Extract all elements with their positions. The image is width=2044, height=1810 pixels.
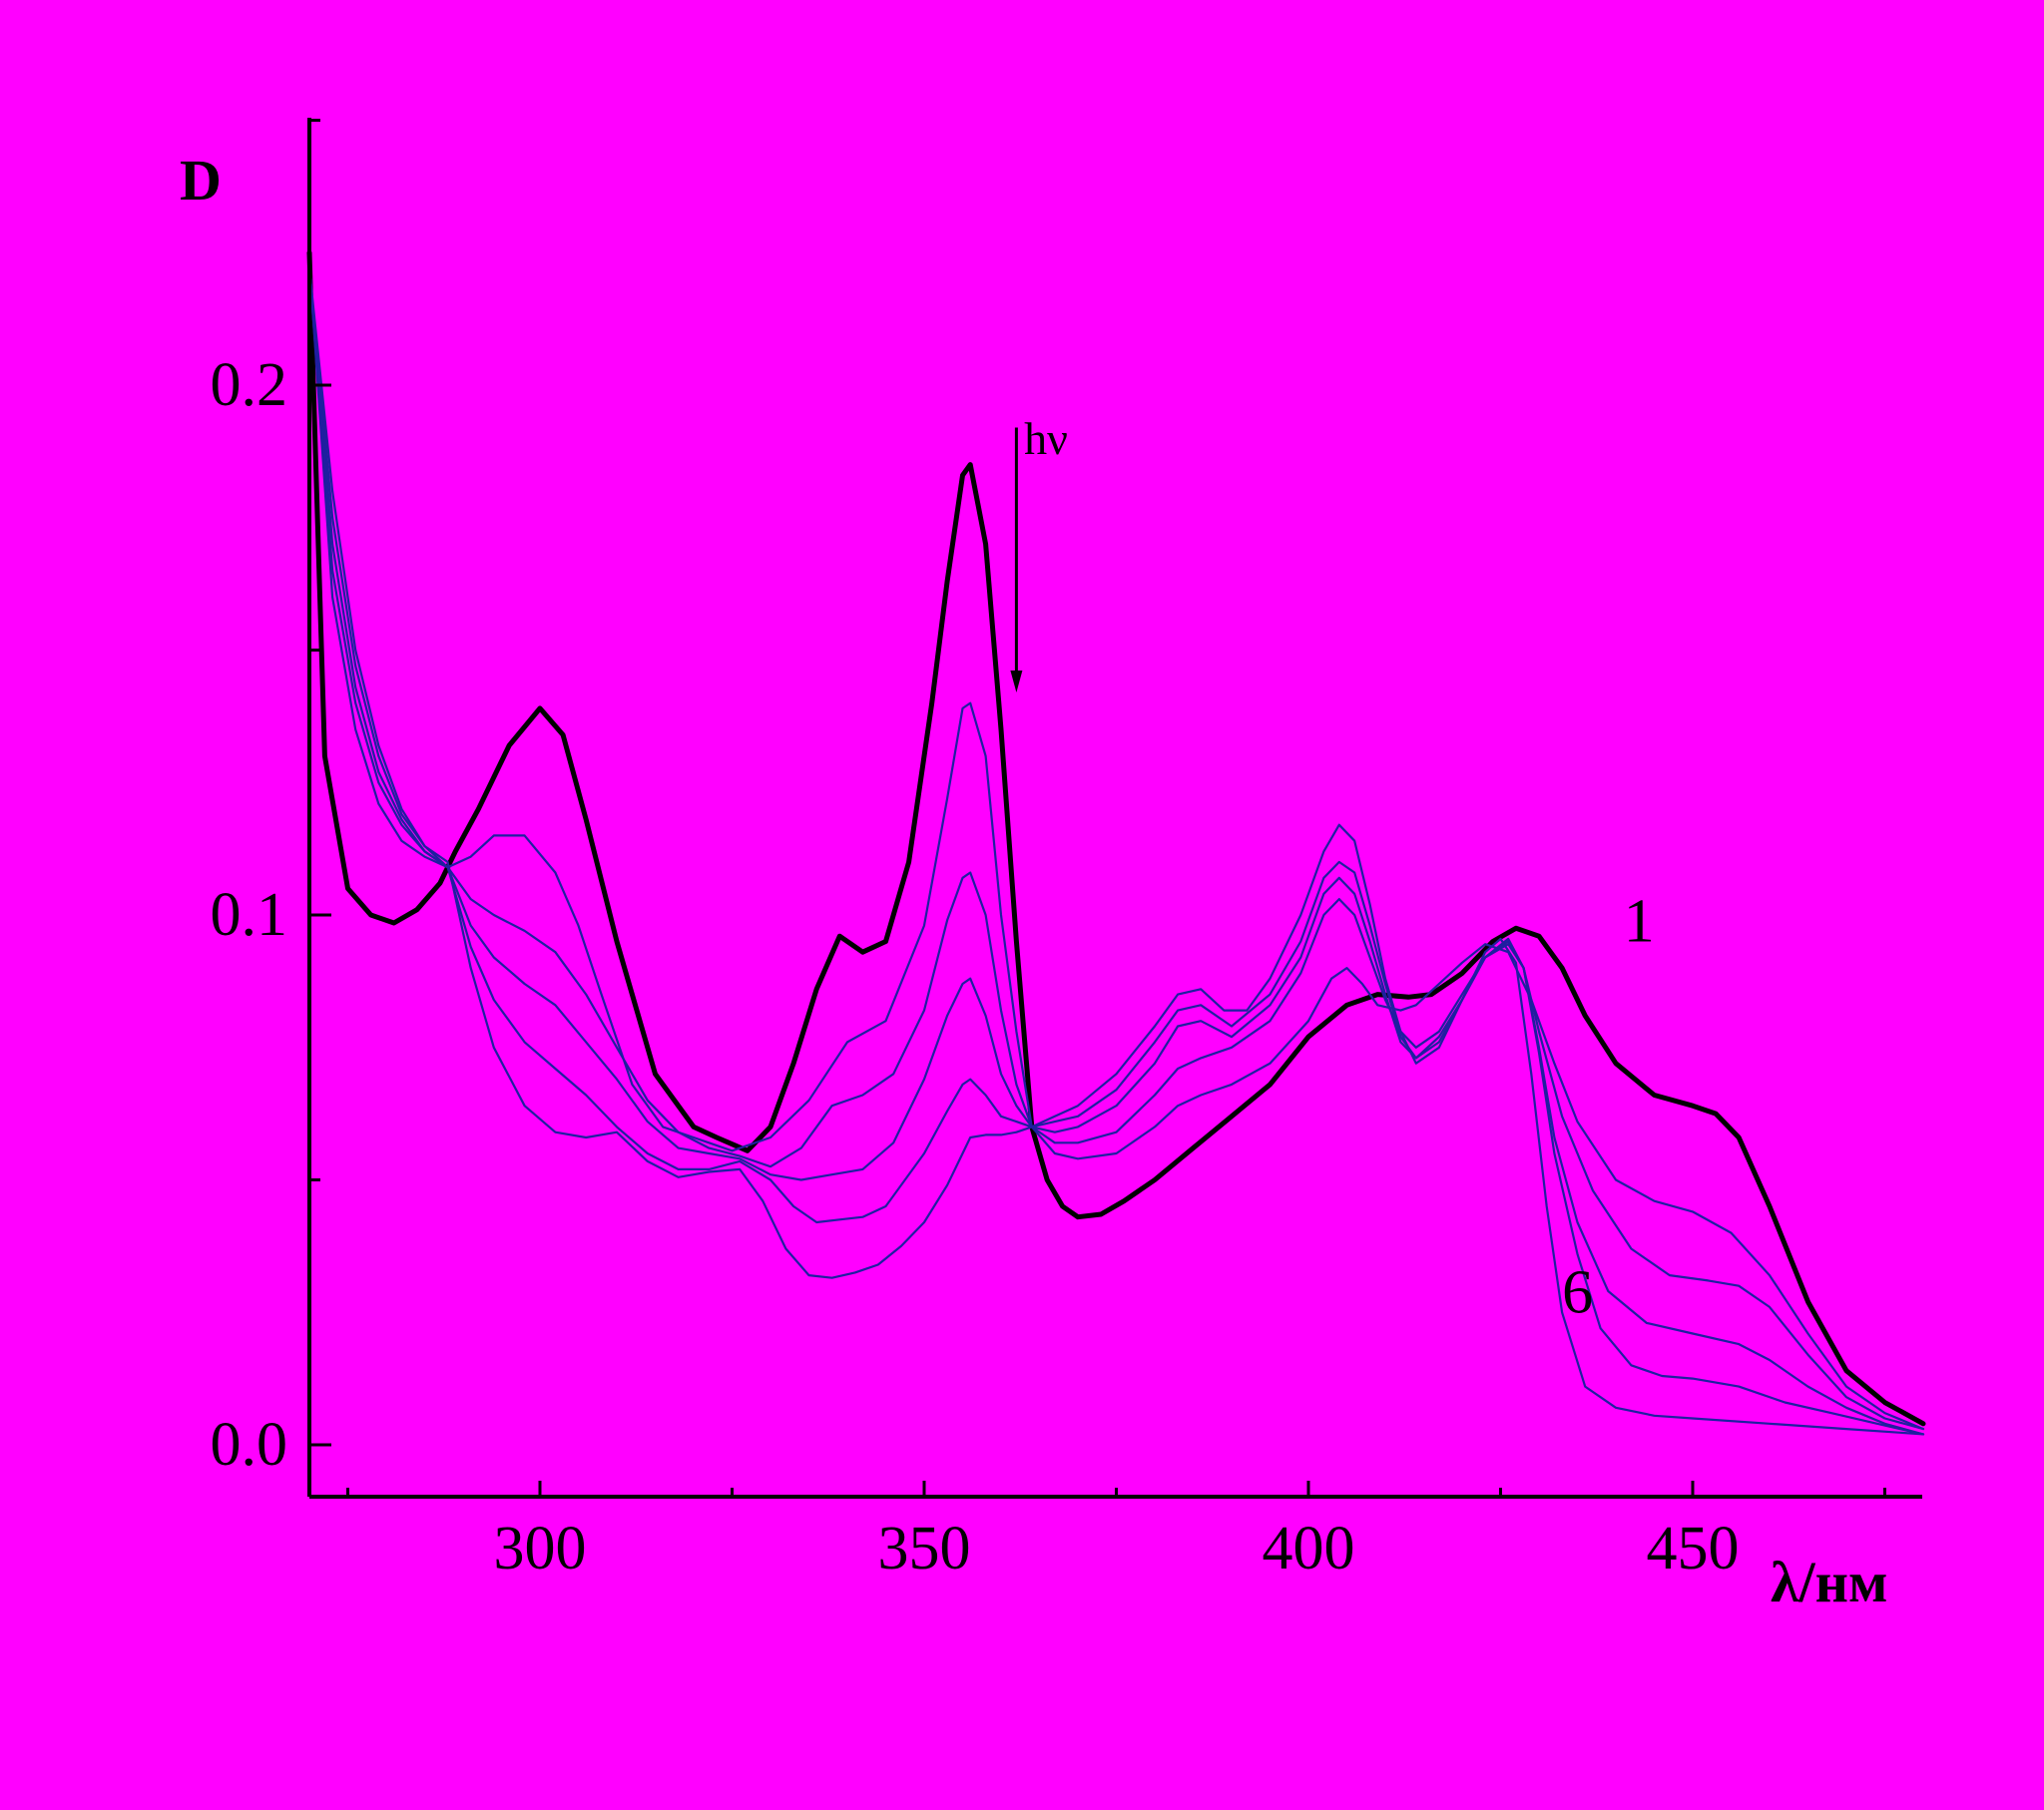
annotations-layer: hν 1 6 — [1024, 413, 1655, 1326]
series-4-line — [307, 267, 1925, 1436]
x-tick-label: 300 — [494, 1515, 587, 1583]
x-tick-label: 350 — [878, 1515, 971, 1583]
y-tick-label: 0.2 — [211, 351, 288, 419]
series-6-line — [307, 267, 1925, 1436]
annotation-hv: hν — [1024, 413, 1068, 464]
curve-number-6: 6 — [1562, 1258, 1593, 1326]
series-3-line — [307, 267, 1925, 1431]
y-tick-label: 0.1 — [211, 881, 288, 949]
y-tick-label: 0.0 — [211, 1411, 288, 1479]
series-1-line — [306, 249, 1926, 1427]
x-tick-label: 400 — [1263, 1515, 1355, 1583]
arrow-layer — [1010, 427, 1023, 692]
irradiation-arrow-head — [1010, 670, 1023, 692]
series-5-line — [307, 267, 1925, 1436]
curve-number-1: 1 — [1624, 888, 1655, 956]
series-layer — [306, 249, 1926, 1436]
x-tick-label: 450 — [1647, 1515, 1740, 1583]
x-axis-label: λ/нм — [1771, 1550, 1888, 1614]
axes-layer — [307, 118, 1922, 1499]
y-axis-label: D — [180, 148, 222, 213]
ticks-layer: 300 350 400 450 0.0 0.1 0.2 — [211, 119, 1886, 1583]
series-2-line — [307, 261, 1925, 1431]
